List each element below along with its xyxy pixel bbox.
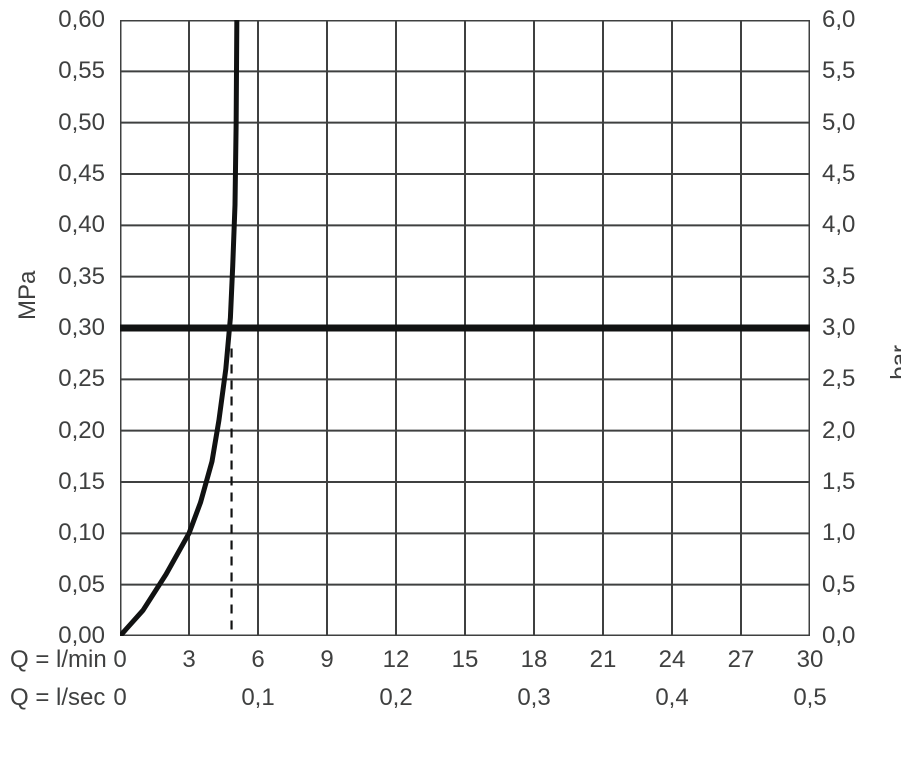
y-left-tick: 0,15: [10, 468, 105, 496]
x-secondary-tick: 0: [113, 684, 126, 712]
plot-svg: [120, 20, 810, 636]
y-left-tick: 0,45: [10, 160, 105, 188]
y-left-tick: 0,55: [10, 57, 105, 85]
y-left-tick: 0,50: [10, 109, 105, 137]
y-left-tick: 0,35: [10, 263, 105, 291]
x-secondary-tick: 0,4: [655, 684, 688, 712]
y-right-tick: 4,0: [822, 211, 901, 239]
y-right-tick: 1,5: [822, 468, 901, 496]
y-right-tick: 6,0: [822, 6, 901, 34]
y-right-tick: 0,5: [822, 571, 901, 599]
x-primary-tick: 18: [521, 646, 548, 674]
y-right-tick: 5,5: [822, 57, 901, 85]
x-secondary-tick: 0,2: [379, 684, 412, 712]
x-secondary-tick: 0,1: [241, 684, 274, 712]
x-primary-tick: 15: [452, 646, 479, 674]
x-primary-tick: 9: [320, 646, 333, 674]
y-left-tick: 0,10: [10, 519, 105, 547]
y-right-tick: 3,0: [822, 314, 901, 342]
y-left-tick: 0,05: [10, 571, 105, 599]
y-right-tick: 5,0: [822, 109, 901, 137]
x-primary-tick: 21: [590, 646, 617, 674]
y-left-tick: 0,60: [10, 6, 105, 34]
x-secondary-tick: 0,3: [517, 684, 550, 712]
y-left-tick: 0,20: [10, 417, 105, 445]
x-axis-secondary-label: Q = l/sec: [10, 684, 105, 712]
x-primary-tick: 12: [383, 646, 410, 674]
y-left-tick: 0,40: [10, 211, 105, 239]
y-left-tick: 0,00: [10, 622, 105, 650]
x-primary-tick: 30: [797, 646, 824, 674]
x-axis-primary-label: Q = l/min: [10, 646, 107, 674]
y-left-tick: 0,25: [10, 365, 105, 393]
x-primary-tick: 3: [182, 646, 195, 674]
x-primary-tick: 27: [728, 646, 755, 674]
plot-area: [120, 20, 810, 636]
y-right-tick: 3,5: [822, 263, 901, 291]
y-right-tick: 2,0: [822, 417, 901, 445]
flow-pressure-chart: MPa bar Q = l/min Q = l/sec 0,000,050,10…: [0, 0, 901, 768]
x-primary-tick: 24: [659, 646, 686, 674]
y-right-tick: 1,0: [822, 519, 901, 547]
y-right-tick: 4,5: [822, 160, 901, 188]
x-secondary-tick: 0,5: [793, 684, 826, 712]
y-right-tick: 2,5: [822, 365, 901, 393]
x-primary-tick: 0: [113, 646, 126, 674]
y-right-tick: 0,0: [822, 622, 901, 650]
y-left-tick: 0,30: [10, 314, 105, 342]
x-primary-tick: 6: [251, 646, 264, 674]
